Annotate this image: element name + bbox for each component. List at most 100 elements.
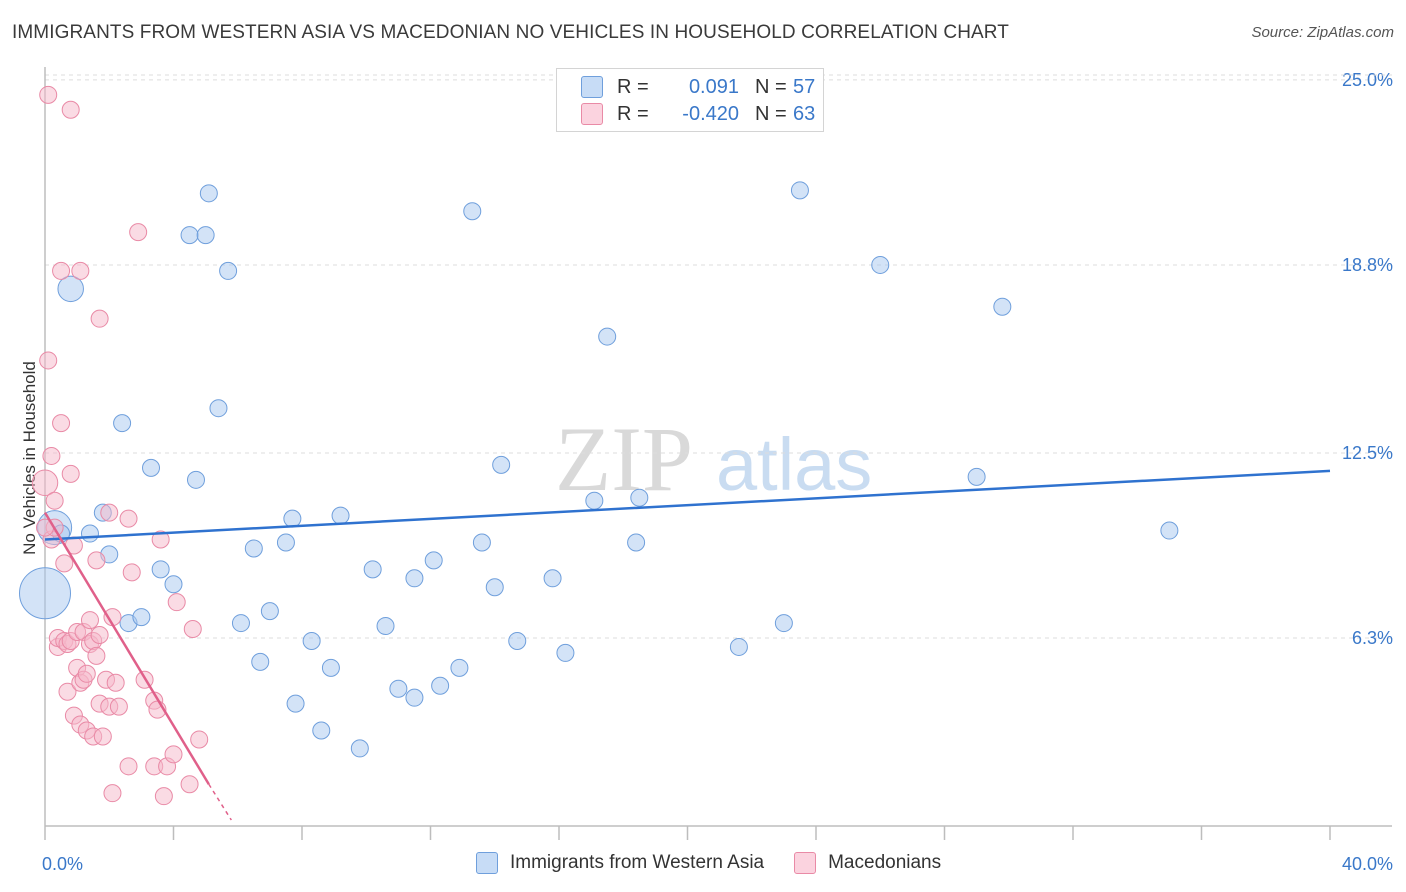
point-macedonians	[55, 554, 74, 573]
point-western-asia	[598, 327, 617, 346]
point-macedonians	[100, 503, 119, 522]
legend-label: Immigrants from Western Asia	[510, 852, 765, 873]
point-western-asia	[276, 533, 295, 552]
point-western-asia	[19, 567, 71, 620]
point-western-asia	[871, 255, 890, 274]
point-western-asia	[543, 569, 562, 588]
point-western-asia	[774, 614, 793, 633]
point-western-asia	[231, 614, 250, 633]
legend-swatch-pink	[794, 852, 817, 874]
point-western-asia	[164, 575, 183, 594]
point-western-asia	[244, 539, 263, 558]
point-western-asia	[321, 658, 340, 677]
point-macedonians	[167, 593, 186, 612]
point-western-asia	[180, 226, 199, 245]
legend-n-label: N =	[755, 75, 787, 98]
point-western-asia	[450, 658, 469, 677]
point-western-asia	[993, 297, 1012, 316]
watermark-zip: ZIP	[555, 408, 693, 510]
point-macedonians	[45, 491, 64, 510]
point-western-asia	[389, 679, 408, 698]
point-western-asia	[463, 202, 482, 221]
point-macedonians	[52, 414, 71, 433]
point-macedonians	[119, 757, 138, 776]
point-western-asia	[431, 676, 450, 695]
x-tick-label: 0.0%	[42, 854, 83, 874]
point-macedonians	[190, 730, 209, 749]
point-macedonians	[122, 563, 141, 582]
legend-r-value: -0.420	[682, 102, 739, 125]
point-macedonians	[154, 787, 173, 806]
legend-n-label: N =	[755, 102, 787, 125]
legend-item-western-asia[interactable]: Immigrants from Western Asia	[476, 852, 764, 874]
point-western-asia	[196, 226, 215, 245]
point-western-asia	[790, 181, 809, 200]
point-macedonians	[58, 682, 77, 701]
point-macedonians	[80, 611, 99, 630]
point-western-asia	[199, 184, 218, 203]
y-tick-label: 25.0%	[1342, 70, 1393, 90]
point-western-asia	[556, 643, 575, 662]
point-macedonians	[106, 673, 125, 692]
legend-row-western-asia: R = 0.091 N = 57	[581, 74, 815, 100]
point-macedonians	[129, 223, 148, 242]
point-western-asia	[260, 602, 279, 621]
y-axis-label: No Vehicles in Household	[20, 361, 39, 555]
point-macedonians	[109, 697, 128, 716]
point-western-asia	[219, 261, 238, 280]
point-macedonians	[39, 351, 58, 370]
point-western-asia	[1160, 521, 1179, 540]
point-western-asia	[585, 491, 604, 510]
legend-r-value: 0.091	[688, 75, 739, 98]
legend-item-macedonians[interactable]: Macedonians	[794, 852, 941, 874]
point-western-asia	[132, 608, 151, 627]
watermark-atlas: atlas	[716, 423, 872, 506]
legend-label: Macedonians	[828, 852, 942, 873]
point-macedonians	[180, 775, 199, 794]
point-macedonians	[61, 464, 80, 483]
point-macedonians	[87, 551, 106, 570]
legend-swatch-blue	[581, 76, 603, 98]
point-western-asia	[142, 458, 161, 477]
y-tick-label: 18.8%	[1342, 255, 1393, 275]
correlation-legend: R = 0.091 N = 57 R = -0.420 N = 63	[556, 68, 824, 132]
point-macedonians	[151, 530, 170, 549]
point-western-asia	[186, 470, 205, 489]
point-western-asia	[492, 455, 511, 474]
trendline-macedonians	[43, 511, 210, 785]
point-western-asia	[331, 506, 350, 525]
point-western-asia	[405, 688, 424, 707]
point-macedonians	[90, 626, 109, 644]
point-macedonians	[93, 727, 112, 746]
legend-swatch-pink	[581, 103, 603, 125]
point-western-asia	[472, 533, 491, 552]
point-western-asia	[286, 694, 305, 713]
point-western-asia	[209, 399, 228, 418]
point-western-asia	[363, 560, 382, 579]
point-western-asia	[508, 631, 527, 650]
source-label: Source: ZipAtlas.com	[1251, 24, 1394, 41]
point-western-asia	[405, 569, 424, 588]
point-western-asia	[376, 617, 395, 636]
legend-row-macedonians: R = -0.420 N = 63	[581, 101, 815, 127]
point-western-asia	[350, 739, 369, 758]
point-western-asia	[485, 578, 504, 597]
point-western-asia	[312, 721, 331, 740]
y-tick-label: 12.5%	[1342, 443, 1393, 463]
point-macedonians	[39, 85, 58, 104]
legend-n-value: 63	[793, 102, 816, 125]
legend-n-value: 57	[793, 75, 816, 98]
point-macedonians	[61, 100, 80, 119]
trendline-western-asia	[44, 469, 1331, 541]
point-macedonians	[77, 664, 96, 683]
point-western-asia	[967, 467, 986, 486]
point-western-asia	[302, 631, 321, 650]
point-western-asia	[113, 414, 132, 433]
point-macedonians	[71, 261, 90, 280]
legend-r-label: R =	[617, 102, 649, 125]
legend-r-label: R =	[617, 75, 649, 98]
trendline-macedonians-extension	[208, 783, 232, 821]
point-western-asia	[251, 652, 270, 671]
point-western-asia	[630, 488, 649, 507]
